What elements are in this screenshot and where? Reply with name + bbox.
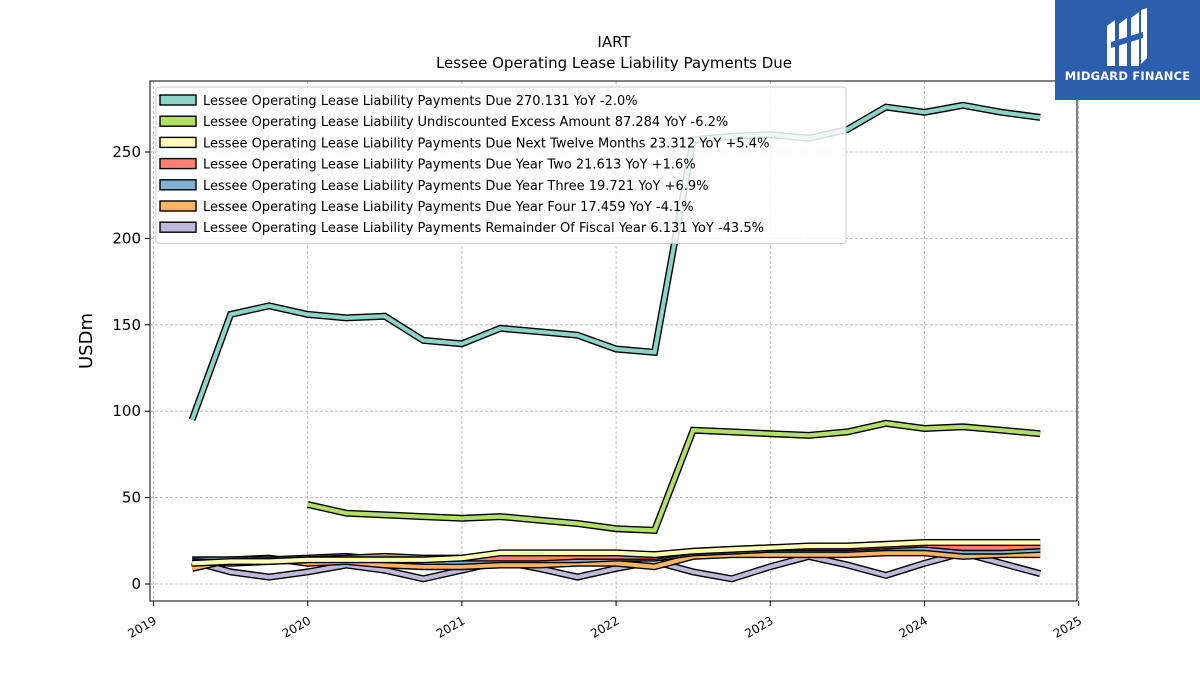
legend-label: Lessee Operating Lease Liability Payment… bbox=[203, 136, 769, 151]
legend-swatch bbox=[159, 200, 197, 212]
legend-label: Lessee Operating Lease Liability Payment… bbox=[203, 200, 694, 215]
x-tick-label: 2023 bbox=[742, 613, 775, 640]
y-tick-label: 50 bbox=[122, 489, 141, 507]
y-axis: 0 50 100 150 200 250 bbox=[112, 143, 150, 593]
x-tick-label: 2022 bbox=[588, 613, 621, 640]
series-stroke bbox=[191, 550, 1041, 581]
midgard-logo-icon bbox=[1107, 8, 1147, 66]
y-tick-label: 200 bbox=[112, 229, 141, 247]
x-axis: 2019 2020 2021 2022 2023 2024 2025 bbox=[126, 601, 1084, 641]
legend-swatch bbox=[159, 157, 197, 170]
legend-item: Lessee Operating Lease Liability Payment… bbox=[159, 157, 696, 173]
x-tick-label: 2021 bbox=[434, 613, 467, 640]
legend-item: Lessee Operating Lease Liability Payment… bbox=[159, 200, 694, 215]
x-tick-label: 2025 bbox=[1051, 613, 1084, 640]
series-line bbox=[188, 101, 1041, 422]
legend-label: Lessee Operating Lease Liability Payment… bbox=[203, 221, 764, 236]
y-tick-label: 0 bbox=[131, 575, 141, 593]
y-tick-label: 250 bbox=[112, 143, 141, 161]
legend-box bbox=[155, 86, 847, 244]
legend-item: Lessee Operating Lease Liability Payment… bbox=[159, 94, 638, 109]
legend-label: Lessee Operating Lease Liability Payment… bbox=[203, 94, 638, 109]
legend-swatch bbox=[159, 94, 197, 106]
chart-title: IART bbox=[597, 33, 631, 51]
plot-frame bbox=[149, 80, 1078, 602]
x-tick-label: 2019 bbox=[126, 613, 159, 640]
y-tick-label: 100 bbox=[112, 402, 141, 420]
legend-swatch bbox=[159, 179, 197, 191]
legend-swatch bbox=[159, 221, 197, 233]
series-stroke bbox=[307, 421, 1041, 533]
series-line bbox=[191, 549, 1042, 583]
y-tick-label: 150 bbox=[112, 316, 141, 334]
series-lines bbox=[188, 101, 1042, 583]
legend-item: Lessee Operating Lease Liability Payment… bbox=[159, 179, 709, 194]
brand-name: MIDGARD FINANCE bbox=[1064, 69, 1191, 83]
legend-item: Lessee Operating Lease Liability Undisco… bbox=[159, 115, 728, 130]
legend-item: Lessee Operating Lease Liability Payment… bbox=[159, 221, 764, 236]
brand-logo: MIDGARD FINANCE bbox=[1055, 0, 1200, 100]
chart-subtitle: Lessee Operating Lease Liability Payment… bbox=[436, 54, 792, 72]
legend-label: Lessee Operating Lease Liability Payment… bbox=[203, 179, 709, 194]
series-line bbox=[306, 419, 1041, 535]
series-stroke bbox=[192, 540, 1041, 566]
legend-swatch bbox=[159, 136, 197, 149]
legend: Lessee Operating Lease Liability Payment… bbox=[155, 86, 847, 244]
y-axis-label: USDm bbox=[76, 313, 97, 369]
legend-label: Lessee Operating Lease Liability Payment… bbox=[203, 158, 696, 173]
x-tick-label: 2020 bbox=[280, 613, 313, 640]
legend-label: Lessee Operating Lease Liability Undisco… bbox=[203, 115, 728, 130]
x-tick-label: 2024 bbox=[897, 613, 930, 640]
series-stroke bbox=[190, 103, 1041, 421]
legend-swatch bbox=[159, 115, 197, 127]
series-line bbox=[191, 539, 1041, 567]
legend-item: Lessee Operating Lease Liability Payment… bbox=[159, 136, 769, 151]
